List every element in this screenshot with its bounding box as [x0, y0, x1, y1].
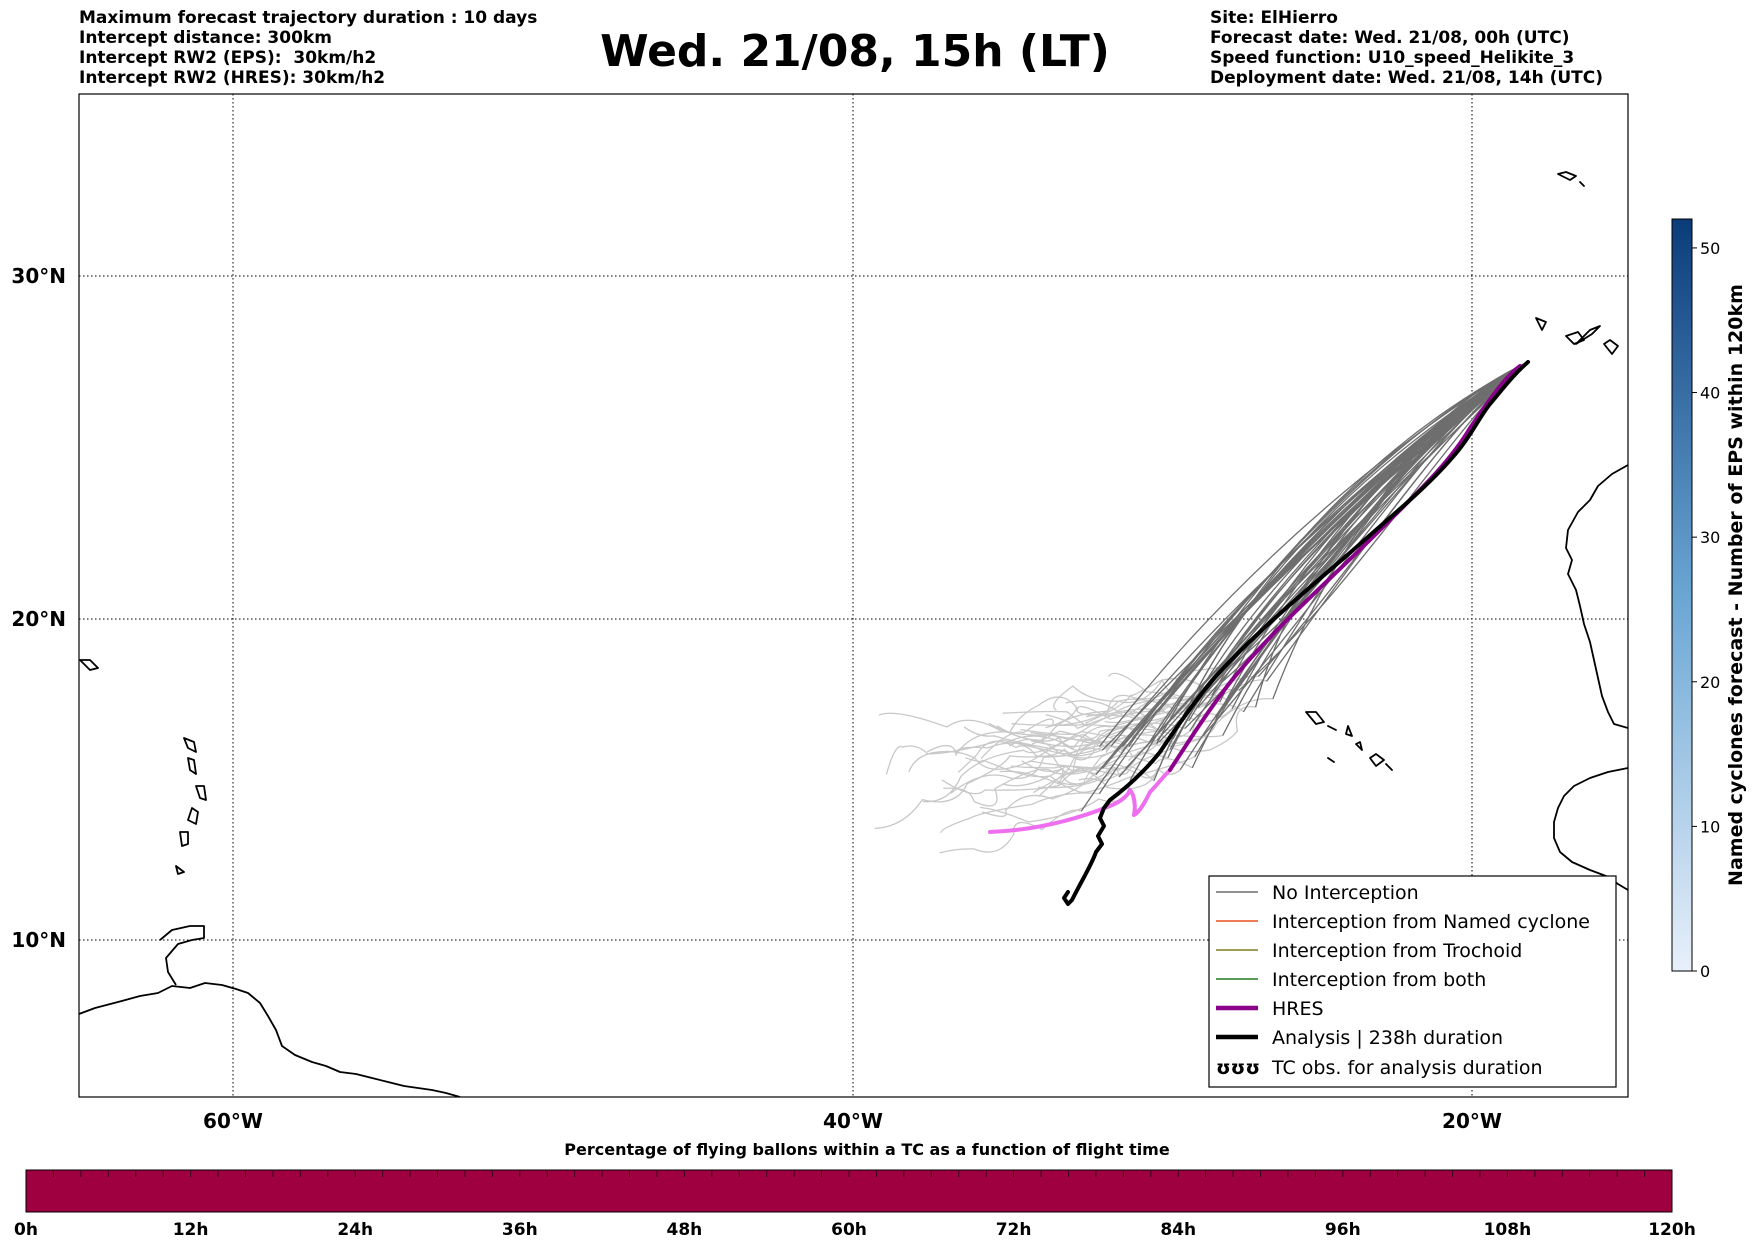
- colorbar-gradient: [1671, 218, 1693, 972]
- legend-box: [1208, 875, 1617, 1088]
- ensemble-trajectory-late: [878, 712, 1100, 748]
- header-max-duration: Maximum forecast trajectory duration : 1…: [79, 8, 538, 28]
- hres-trajectory-late: [988, 768, 1172, 834]
- lon-tick-label: 20°W: [1442, 1109, 1502, 1133]
- legend-label: No Interception: [1272, 882, 1419, 904]
- ensemble-trajectory-late: [1002, 735, 1205, 787]
- ensemble-trajectory-late: [941, 770, 1097, 795]
- bottom-colorbar-tick-label: 120h: [1648, 1220, 1696, 1240]
- header-deployment-date: Deployment date: Wed. 21/08, 14h (UTC): [1210, 68, 1604, 88]
- lat-tick-label: 10°N: [11, 928, 66, 952]
- map-axis-labels: 60°W 40°W 20°W 30°N 20°N 10°N: [11, 264, 1502, 1133]
- header-intercept-eps: Intercept RW2 (EPS): 30km/h2: [79, 48, 377, 68]
- legend-item-analysis: Analysis | 238h duration: [1216, 1027, 1503, 1049]
- bottom-colorbar-title: Percentage of flying ballons within a TC…: [564, 1140, 1170, 1159]
- lat-tick-label: 20°N: [11, 607, 66, 631]
- map-frame: [78, 93, 1629, 1098]
- coast-trinidad-venezuela: [159, 925, 205, 986]
- lon-tick-label: 40°W: [823, 1109, 883, 1133]
- colorbar-tick-label: 10: [1700, 817, 1720, 836]
- legend-item-named-cyclone: Interception from Named cyclone: [1216, 911, 1590, 933]
- header-info-left: Maximum forecast trajectory duration : 1…: [79, 8, 537, 88]
- ensemble-trajectory-late: [1096, 741, 1193, 769]
- ensemble-trajectory-late: [1011, 682, 1223, 732]
- bottom-colorbar-tick-label: 60h: [831, 1220, 867, 1240]
- coast-canary-islands: [1535, 317, 1619, 355]
- ensemble-trajectory-late: [954, 696, 1159, 757]
- page-title: Wed. 21/08, 15h (LT): [600, 26, 1110, 77]
- legend-item-tc-obs: ʊʊʊ TC obs. for analysis duration: [1216, 1057, 1543, 1079]
- colorbar-tick-label: 40: [1700, 384, 1720, 403]
- coast-north-africa: [1565, 464, 1628, 729]
- ensemble-trajectory-late: [1037, 758, 1164, 789]
- bottom-colorbar-tick-label: 24h: [337, 1220, 373, 1240]
- colorbar-tick-label: 30: [1700, 528, 1720, 547]
- legend-label: Interception from Trochoid: [1272, 940, 1522, 962]
- colorbar-label: Named cyclones forecast - Number of EPS …: [1725, 284, 1747, 886]
- colorbar-ticks: 0 10 20 30 40 50: [1692, 239, 1720, 981]
- bottom-colorbar-tick-label: 36h: [502, 1220, 538, 1240]
- colorbar-tick-label: 20: [1700, 673, 1720, 692]
- ensemble-trajectory: [1236, 363, 1525, 663]
- ensemble-trajectory-late: [999, 749, 1171, 786]
- ensemble-trajectory-late: [1030, 715, 1190, 748]
- coast-cape-verde: [1305, 711, 1393, 771]
- ensemble-trajectory-late: [1021, 743, 1157, 773]
- legend-items: No Interception Interception from Named …: [1216, 882, 1590, 1079]
- legend-item-hres: HRES: [1216, 998, 1324, 1020]
- map-gridlines: [79, 94, 1628, 1097]
- bottom-colorbar-tick-label: 96h: [1325, 1220, 1361, 1240]
- legend-label: Analysis | 238h duration: [1272, 1027, 1503, 1049]
- ensemble-trajectory-late: [908, 750, 1103, 772]
- tc-symbol-icon: ʊʊʊ: [1216, 1057, 1260, 1079]
- trajectories-no-interception: [1080, 363, 1525, 812]
- bottom-colorbar-tick-label: 48h: [667, 1220, 703, 1240]
- colorbar-tick-label: 0: [1700, 962, 1710, 981]
- bottom-colorbar-tick-label: 84h: [1160, 1220, 1196, 1240]
- bottom-colorbar-tick-label: 12h: [173, 1220, 209, 1240]
- legend-label: TC obs. for analysis duration: [1271, 1057, 1543, 1079]
- hres-trajectory: [1168, 364, 1522, 772]
- ensemble-trajectory-late: [885, 739, 1123, 775]
- ensemble-trajectory: [1231, 363, 1525, 710]
- legend-label: HRES: [1272, 998, 1324, 1020]
- bottom-colorbar-tick-label: 0h: [14, 1220, 38, 1240]
- ensemble-trajectory-late: [1057, 756, 1195, 794]
- legend-label: Interception from both: [1272, 969, 1486, 991]
- trajectory-layer: [874, 360, 1530, 906]
- header-forecast-date: Forecast date: Wed. 21/08, 00h (UTC): [1210, 28, 1570, 48]
- header-intercept-hres: Intercept RW2 (HRES): 30km/h2: [79, 68, 386, 88]
- lon-tick-label: 60°W: [203, 1109, 263, 1133]
- ensemble-trajectory: [1272, 363, 1525, 700]
- coast-lesser-antilles: [79, 659, 207, 875]
- legend-item-trochoid: Interception from Trochoid: [1216, 940, 1522, 962]
- ensemble-trajectory-late: [980, 678, 1199, 760]
- legend-label: Interception from Named cyclone: [1272, 911, 1590, 933]
- bottom-colorbar-ticks: 0h 12h 24h 36h 48h 60h 72h 84h 96h 108h 120h: [14, 1170, 1696, 1240]
- header-intercept-distance: Intercept distance: 300km: [79, 28, 332, 48]
- ensemble-trajectory: [1227, 363, 1525, 703]
- colorbar-tick-label: 50: [1700, 239, 1720, 258]
- bottom-colorbar-tick-label: 72h: [996, 1220, 1032, 1240]
- ensemble-trajectory-late: [1045, 697, 1182, 730]
- coast-west-africa: [1553, 767, 1628, 891]
- ensemble-trajectory-late: [939, 809, 1082, 854]
- legend-item-both: Interception from both: [1216, 969, 1486, 991]
- right-colorbar: 0 10 20 30 40 50 Named cyclones forecast - Nu…: [1671, 218, 1747, 981]
- legend-item-no-interception: No Interception: [1216, 882, 1419, 904]
- coast-madeira: [1557, 171, 1585, 187]
- header-info-right: Site: ElHierro Forecast date: Wed. 21/08…: [1210, 8, 1603, 88]
- header-speed-function: Speed function: U10_speed_Helikite_3: [1210, 48, 1575, 68]
- bottom-colorbar-tick-label: 108h: [1484, 1220, 1532, 1240]
- ensemble-trajectory-late: [1002, 677, 1213, 727]
- bottom-colorbar: Percentage of flying ballons within a TC…: [14, 1140, 1696, 1240]
- lat-tick-label: 30°N: [11, 264, 66, 288]
- coast-south-america: [79, 982, 461, 1097]
- analysis-trajectory: [1062, 360, 1530, 906]
- ensemble-trajectory-late: [963, 722, 1185, 761]
- header-site: Site: ElHierro: [1210, 8, 1338, 28]
- legend: No Interception Interception from Named …: [1208, 875, 1617, 1088]
- coastlines: [79, 171, 1628, 1097]
